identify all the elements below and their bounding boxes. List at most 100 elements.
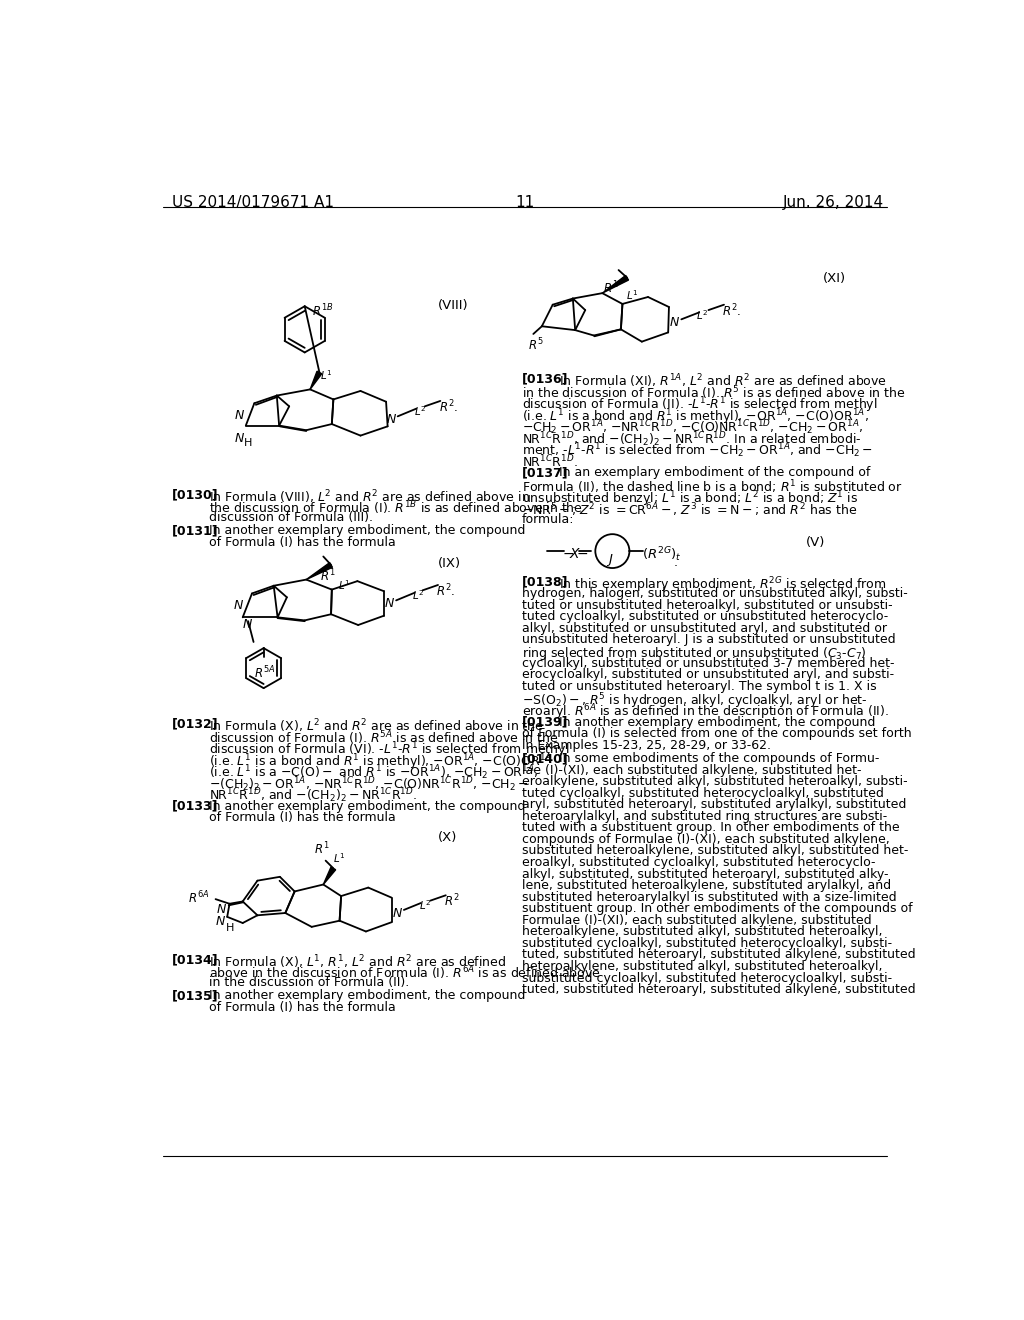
Text: formula:: formula: [521, 512, 574, 525]
Text: $-(\mathrm{CH}_2)_2-\mathrm{OR}^{1A}$, $-\mathrm{NR}^{1C}\mathrm{R}^{1D}$, $-\ma: $-(\mathrm{CH}_2)_2-\mathrm{OR}^{1A}$, $… [209, 775, 529, 793]
Text: $L^1$: $L^1$ [627, 288, 639, 301]
Text: In Formula (XI), $R^{1A}$, $L^2$ and $R^2$ are as defined above: In Formula (XI), $R^{1A}$, $L^2$ and $R^… [559, 372, 887, 391]
Text: ment, -$L^1$-$R^1$ is selected from $-\mathrm{CH}_2-\mathrm{OR}^{1A}$, and $-\ma: ment, -$L^1$-$R^1$ is selected from $-\m… [521, 442, 872, 461]
Polygon shape [324, 867, 336, 884]
Text: ring selected from substituted or unsubstituted ($C_3$-$C_7$): ring selected from substituted or unsubs… [521, 645, 866, 663]
Text: $R^2.$: $R^2.$ [438, 399, 458, 416]
Text: (i.e. $L^1$ is a bond and $R^1$ is methyl), $-\mathrm{OR}^{1A}$, $-\mathrm{C(O)O: (i.e. $L^1$ is a bond and $R^1$ is methy… [209, 752, 553, 772]
Text: $R^{6A}$: $R^{6A}$ [188, 890, 210, 907]
Text: In Formula (X), $L^1$, $R^1$, $L^2$ and $R^2$ are as defined: In Formula (X), $L^1$, $R^1$, $L^2$ and … [209, 953, 507, 970]
Text: cycloalkyl, substituted or unsubstituted 3-7 membered het-: cycloalkyl, substituted or unsubstituted… [521, 656, 894, 669]
Text: 11: 11 [515, 195, 535, 210]
Text: (VIII): (VIII) [438, 298, 469, 312]
Text: N: N [243, 618, 252, 631]
Text: heteroarylalkyl, and substituted ring structures are substi-: heteroarylalkyl, and substituted ring st… [521, 810, 887, 822]
Text: tuted with a substituent group. In other embodiments of the: tuted with a substituent group. In other… [521, 821, 899, 834]
Text: [0138]: [0138] [521, 576, 568, 589]
Text: of Formula (I) has the formula: of Formula (I) has the formula [209, 1001, 396, 1014]
Text: tuted, substituted heteroaryl, substituted alkylene, substituted: tuted, substituted heteroaryl, substitut… [521, 983, 915, 997]
Text: J: J [607, 553, 611, 566]
Text: $R^1$: $R^1$ [321, 568, 336, 585]
Text: [0139]: [0139] [521, 715, 568, 729]
Text: In some embodiments of the compounds of Formu-: In some embodiments of the compounds of … [559, 752, 880, 766]
Text: Formulae (I)-(XI), each substituted alkylene, substituted: Formulae (I)-(XI), each substituted alky… [521, 913, 871, 927]
Text: (i.e. $L^1$ is a bond and $R^1$ is methyl), $-\mathrm{OR}^{1A}$, $-\mathrm{C(O)O: (i.e. $L^1$ is a bond and $R^1$ is methy… [521, 407, 868, 426]
Text: $R^2.$: $R^2.$ [436, 582, 456, 599]
Text: substituted cycloalkyl, substituted heterocycloalkyl, substi-: substituted cycloalkyl, substituted hete… [521, 972, 892, 985]
Text: [0130]: [0130] [172, 488, 219, 502]
Text: $R^{5A}$: $R^{5A}$ [254, 665, 275, 681]
Text: eroalkyl, substituted cycloalkyl, substituted heterocyclo-: eroalkyl, substituted cycloalkyl, substi… [521, 857, 876, 869]
Text: unsubstituted heteroaryl. J is a substituted or unsubstituted: unsubstituted heteroaryl. J is a substit… [521, 634, 895, 647]
Text: (i.e. $L^1$ is a $-\mathrm{C(O)}-$ and $R^1$ is $-\mathrm{OR}^{1A}$), $-\mathrm{: (i.e. $L^1$ is a $-\mathrm{C(O)}-$ and $… [209, 763, 539, 783]
Text: In this exemplary embodiment, $R^{2G}$ is selected from: In this exemplary embodiment, $R^{2G}$ i… [559, 576, 887, 595]
Text: heteroalkylene, substituted alkyl, substituted heteroalkyl,: heteroalkylene, substituted alkyl, subst… [521, 925, 883, 939]
Text: N: N [217, 903, 226, 916]
Text: unsubstituted benzyl; $L^1$ is a bond; $L^2$ is a bond; $Z^1$ is: unsubstituted benzyl; $L^1$ is a bond; $… [521, 490, 858, 510]
Text: discussion of Formula (I). $R^{5A}$ is as defined above in the: discussion of Formula (I). $R^{5A}$ is a… [209, 729, 559, 747]
Text: hydrogen, halogen, substituted or unsubstituted alkyl, substi-: hydrogen, halogen, substituted or unsubs… [521, 587, 907, 601]
Text: in the discussion of Formula (II).: in the discussion of Formula (II). [209, 977, 410, 989]
Text: $\mathrm{NR}^{1C}\mathrm{R}^{1D}$, and $-(\mathrm{CH}_2)_2-\mathrm{NR}^{1C}\math: $\mathrm{NR}^{1C}\mathrm{R}^{1D}$, and $… [209, 787, 418, 805]
Text: N: N [234, 409, 245, 421]
Text: tuted or unsubstituted heteroalkyl, substituted or unsubsti-: tuted or unsubstituted heteroalkyl, subs… [521, 599, 892, 612]
Text: compounds of Formulae (I)-(XI), each substituted alkylene,: compounds of Formulae (I)-(XI), each sub… [521, 833, 890, 846]
Text: $\mathrm{NR}^{1C}\mathrm{R}^{1D}$.: $\mathrm{NR}^{1C}\mathrm{R}^{1D}$. [521, 453, 578, 470]
Text: N: N [234, 432, 244, 445]
Text: $R^5$: $R^5$ [528, 337, 544, 354]
Polygon shape [310, 371, 322, 389]
Text: [0140]: [0140] [521, 752, 568, 766]
Text: tuted cycloalkyl, substituted or unsubstituted heterocyclo-: tuted cycloalkyl, substituted or unsubst… [521, 610, 888, 623]
Text: in Examples 15-23, 25, 28-29, or 33-62.: in Examples 15-23, 25, 28-29, or 33-62. [521, 739, 771, 752]
Text: substituent group. In other embodiments of the compounds of: substituent group. In other embodiments … [521, 903, 912, 915]
Text: H: H [225, 923, 234, 933]
Text: $R^1$: $R^1$ [314, 841, 330, 857]
Text: In Formula (X), $L^2$ and $R^2$ are as defined above in the: In Formula (X), $L^2$ and $R^2$ are as d… [209, 718, 545, 735]
Text: tuted, substituted heteroaryl, substituted alkylene, substituted: tuted, substituted heteroaryl, substitut… [521, 949, 915, 961]
Text: In another exemplary embodiment, the compound: In another exemplary embodiment, the com… [209, 524, 525, 537]
Text: US 2014/0179671 A1: US 2014/0179671 A1 [172, 195, 334, 210]
Text: $L^1$: $L^1$ [334, 851, 346, 865]
Text: [0135]: [0135] [172, 989, 219, 1002]
Text: H: H [245, 438, 253, 447]
Text: N: N [216, 915, 225, 928]
Text: heteroalkylene, substituted alkyl, substituted heteroalkyl,: heteroalkylene, substituted alkyl, subst… [521, 960, 883, 973]
Text: [0136]: [0136] [521, 372, 568, 385]
Text: $-\!\!X\!\!-\!\!$: $-\!\!X\!\!-\!\!$ [562, 548, 589, 561]
Text: of Formula (I) has the formula: of Formula (I) has the formula [209, 536, 396, 549]
Polygon shape [306, 562, 333, 579]
Text: $R^1$: $R^1$ [603, 280, 618, 297]
Text: $L^1$: $L^1$ [321, 368, 333, 383]
Text: lae (I)-(XI), each substituted alkylene, substituted het-: lae (I)-(XI), each substituted alkylene,… [521, 763, 861, 776]
Text: discussion of Formula (VI). -$L^1$-$R^1$ is selected from methyl: discussion of Formula (VI). -$L^1$-$R^1$… [209, 741, 570, 760]
Polygon shape [602, 276, 629, 293]
Text: substituted heteroalkylene, substituted alkyl, substituted het-: substituted heteroalkylene, substituted … [521, 845, 908, 858]
Text: (X): (X) [438, 830, 458, 843]
Text: eroalkylene, substituted alkyl, substituted heteroalkyl, substi-: eroalkylene, substituted alkyl, substitu… [521, 775, 907, 788]
Text: $R^{1B}$: $R^{1B}$ [311, 304, 333, 319]
Text: (IX): (IX) [438, 557, 461, 570]
Text: $R^2.$: $R^2.$ [722, 302, 741, 319]
Text: N: N [670, 317, 679, 329]
Text: In another exemplary embodiment, the compound: In another exemplary embodiment, the com… [209, 989, 525, 1002]
Text: [0133]: [0133] [172, 800, 219, 813]
Text: $L^1$: $L^1$ [338, 578, 350, 591]
Text: of Formula (I) is selected from one of the compounds set forth: of Formula (I) is selected from one of t… [521, 727, 911, 741]
Text: alkyl, substituted, substituted heteroaryl, substituted alky-: alkyl, substituted, substituted heteroar… [521, 867, 888, 880]
Text: (V): (V) [806, 536, 825, 549]
Text: N: N [392, 907, 401, 920]
Text: in the discussion of Formula (I). $R^5$ is as defined above in the: in the discussion of Formula (I). $R^5$ … [521, 384, 905, 401]
Text: N: N [387, 413, 396, 426]
Text: $-\mathrm{CH}_2-\mathrm{OR}^{1A}$, $-\mathrm{NR}^{1C}\mathrm{R}^{1D}$, $-\mathrm: $-\mathrm{CH}_2-\mathrm{OR}^{1A}$, $-\ma… [521, 418, 863, 437]
Text: $L^2$: $L^2$ [414, 404, 426, 418]
Text: tuted cycloalkyl, substituted heterocycloalkyl, substituted: tuted cycloalkyl, substituted heterocycl… [521, 787, 884, 800]
Text: In another exemplary embodiment, the compound: In another exemplary embodiment, the com… [559, 715, 876, 729]
Text: discussion of Formula (III).: discussion of Formula (III). [209, 511, 374, 524]
Text: $\mathrm{NR}^{1C}\mathrm{R}^{1D}$, and $-(\mathrm{CH}_2)_2-\mathrm{NR}^{1C}\math: $\mathrm{NR}^{1C}\mathrm{R}^{1D}$, and $… [521, 430, 861, 449]
Text: discussion of Formula (II). -$L^1$-$R^1$ is selected from methyl: discussion of Formula (II). -$L^1$-$R^1$… [521, 396, 878, 416]
Text: above in the discussion of Formula (I). $R^{6A}$ is as defined above: above in the discussion of Formula (I). … [209, 965, 601, 982]
Text: [0132]: [0132] [172, 718, 219, 730]
Text: In Formula (VIII), $L^2$ and $R^2$ are as defined above in: In Formula (VIII), $L^2$ and $R^2$ are a… [209, 488, 530, 506]
Text: $-\mathrm{S(O_2)}-$, $R^5$ is hydrogen, alkyl, cycloalkyl, aryl or het-: $-\mathrm{S(O_2)}-$, $R^5$ is hydrogen, … [521, 692, 867, 711]
Text: of Formula (I) has the formula: of Formula (I) has the formula [209, 812, 396, 825]
